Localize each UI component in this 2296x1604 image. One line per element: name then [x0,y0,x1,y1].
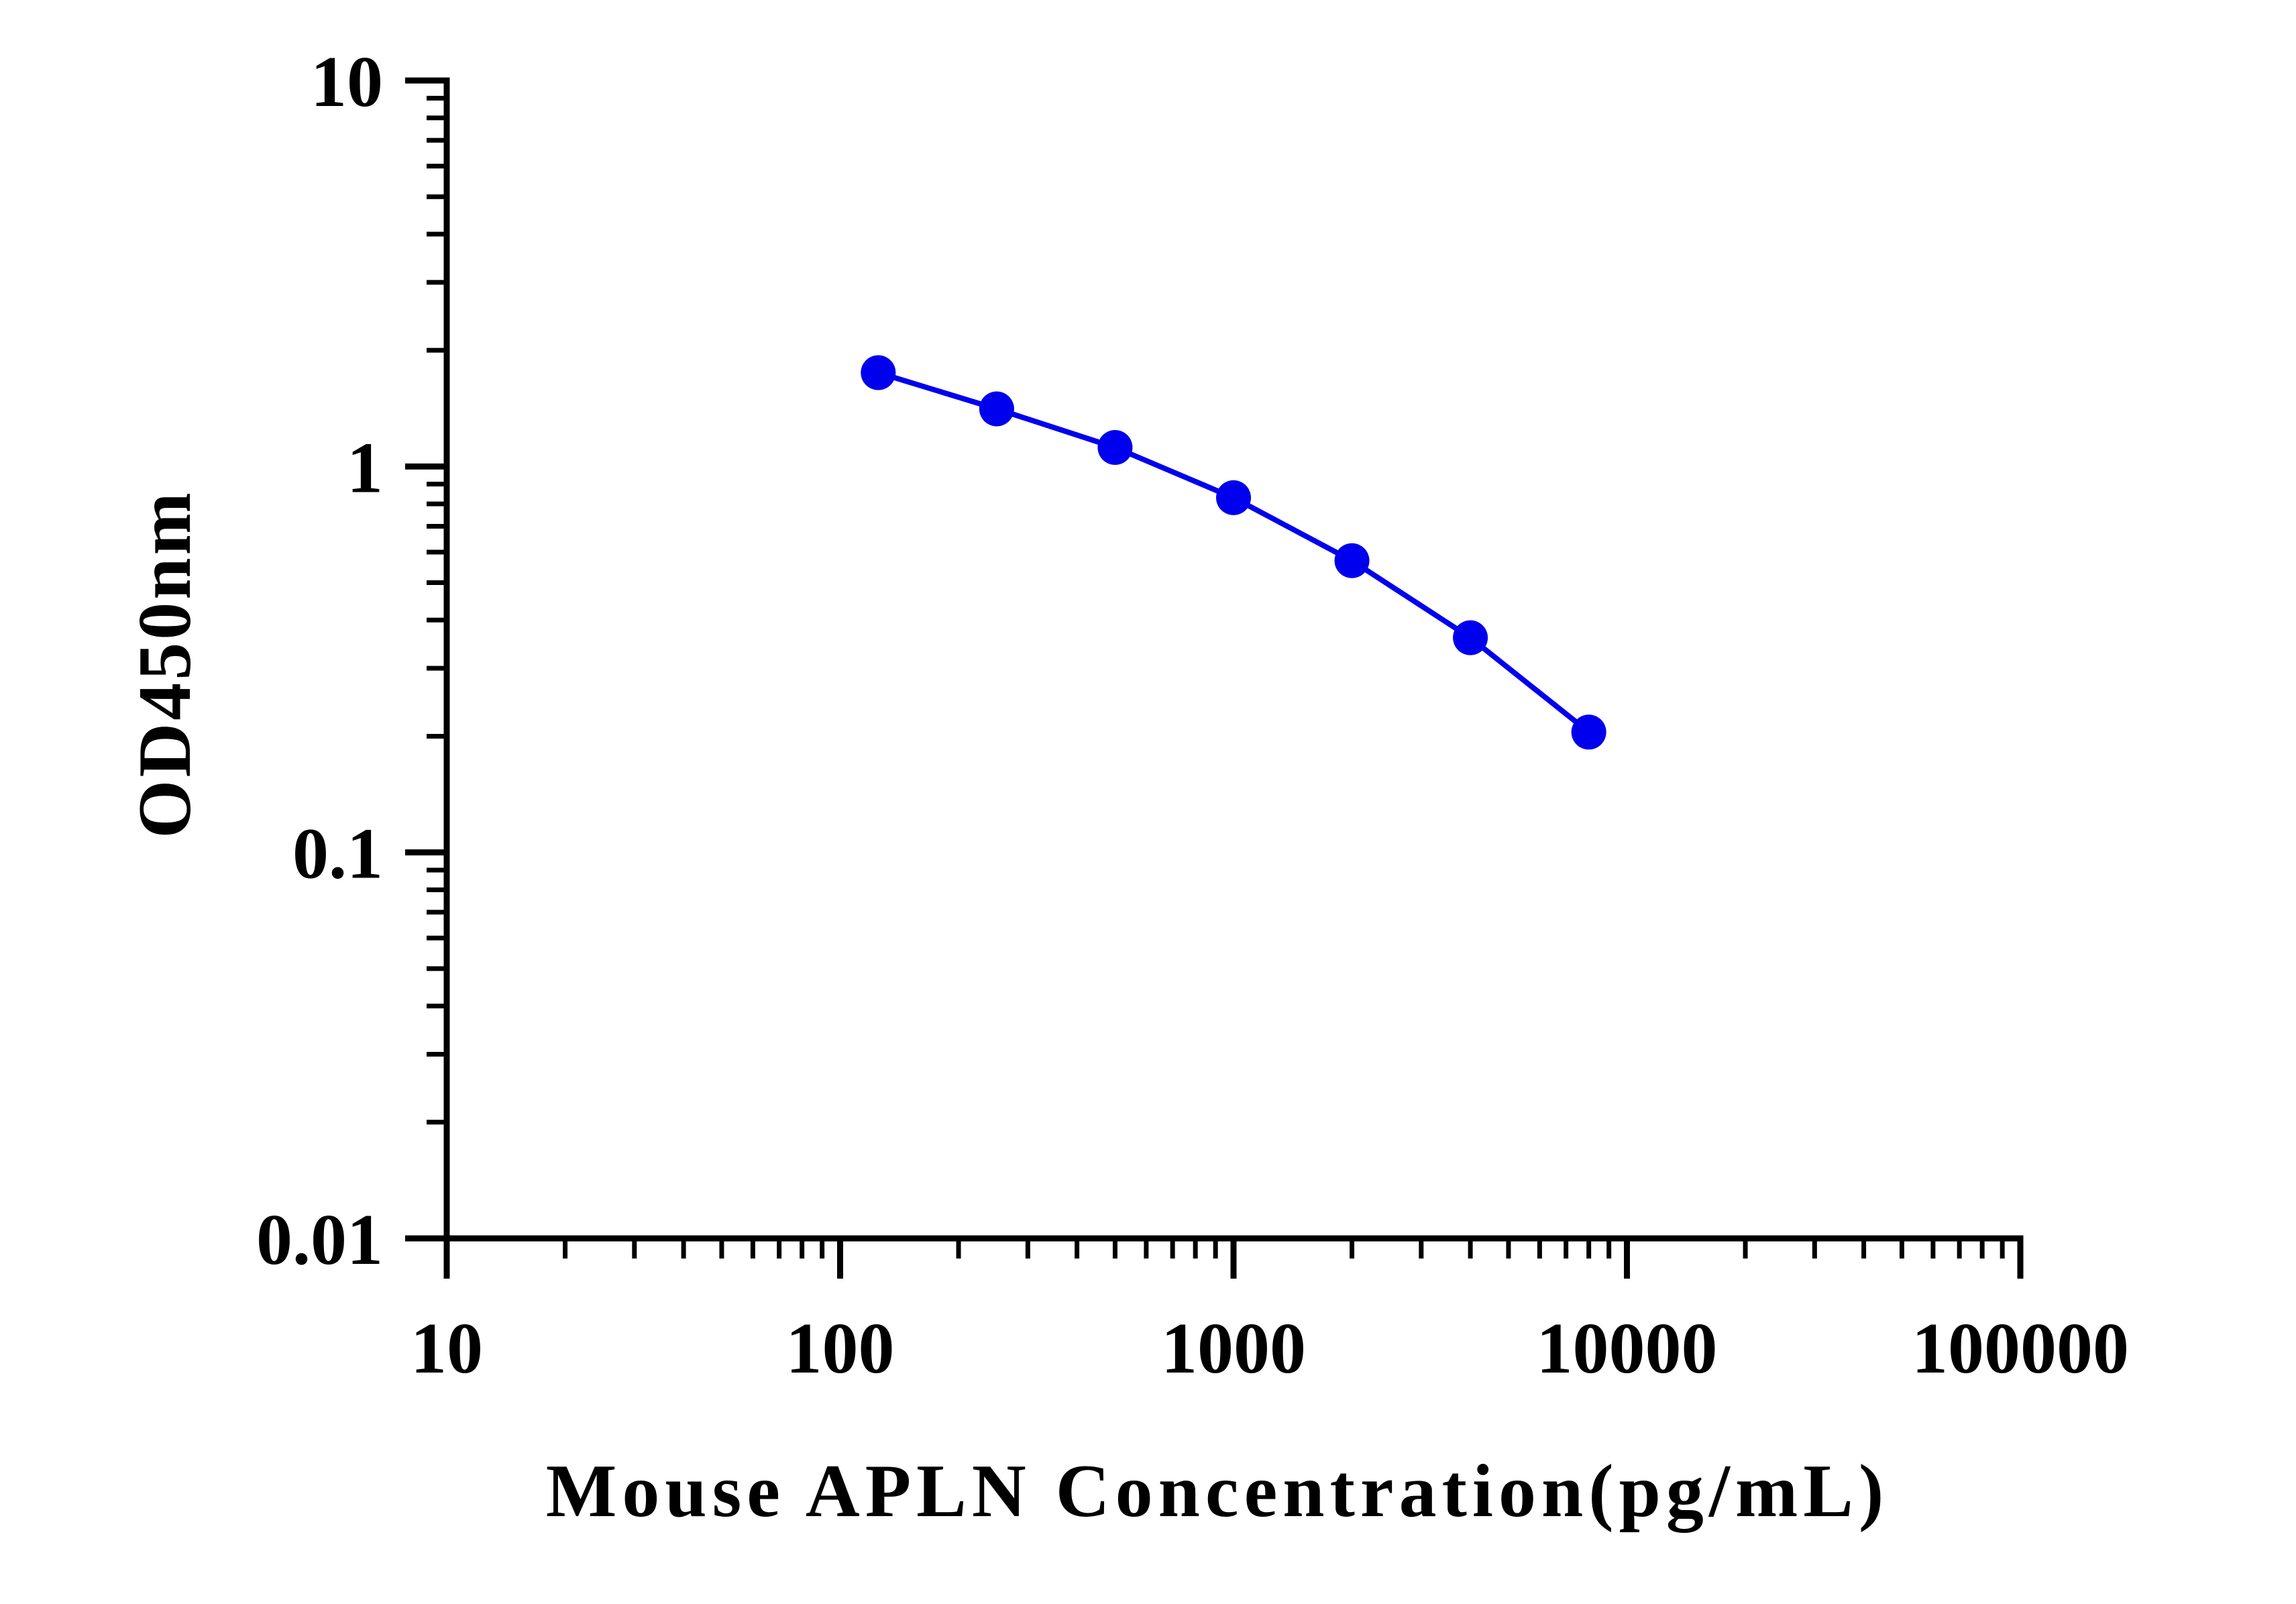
y-axis-ticks: 0.01 0.1 1 10 [256,42,447,1280]
data-point [1571,714,1606,750]
y-tick-label: 0.1 [292,814,383,894]
axes [443,77,2024,1242]
data-point [1453,620,1488,655]
x-axis-ticks: 10 100 1000 10000 100000 [411,1238,2129,1389]
x-tick-label: 10 [411,1309,483,1389]
y-axis-title: OD450nm [123,490,207,839]
data-point [1216,480,1251,515]
data-point [861,355,896,390]
x-tick-label: 1000 [1161,1309,1306,1389]
x-tick-label: 100 [786,1309,895,1389]
data-point [979,391,1014,427]
x-tick-label: 10000 [1537,1309,1718,1389]
x-axis-title: Mouse APLN Concentration(pg/mL) [546,1450,1890,1533]
y-tick-label: 10 [311,42,383,122]
data-point [1334,543,1370,578]
series-line [877,370,1591,735]
series-group [861,355,1606,750]
y-tick-label: 1 [347,428,383,508]
data-point [1097,430,1133,466]
y-tick-label: 0.01 [256,1200,383,1280]
x-tick-label: 100000 [1912,1309,2129,1389]
